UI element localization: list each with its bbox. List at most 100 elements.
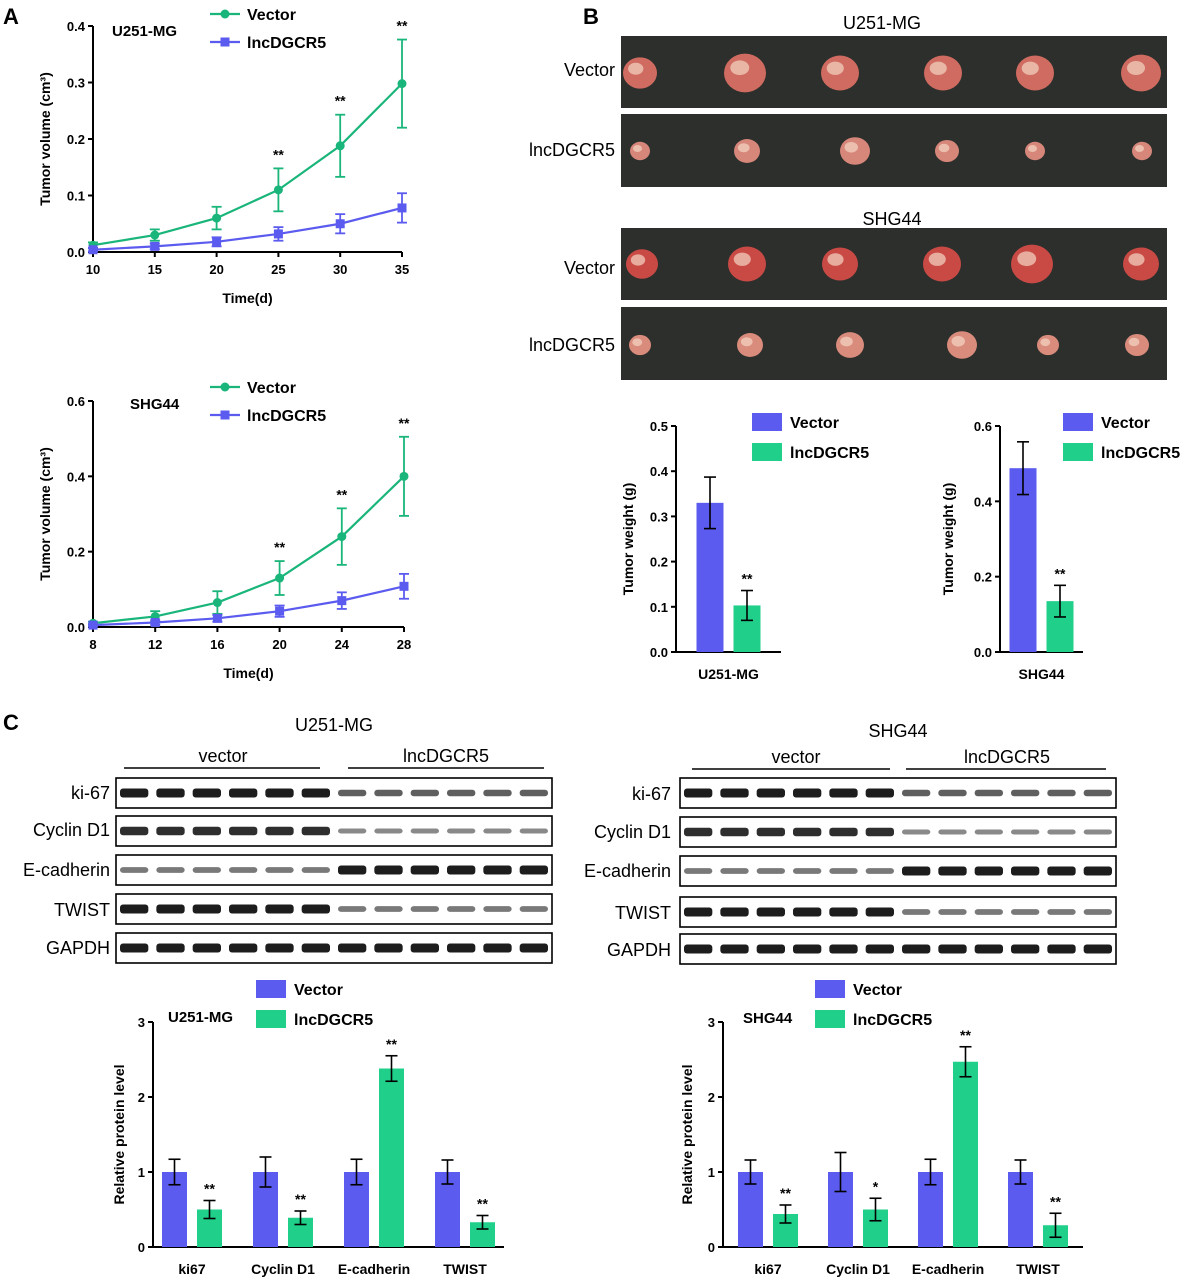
y-tick-label: 0 [138, 1240, 145, 1255]
blot-band [519, 828, 548, 834]
blot-row-label-shg44-1: Cyclin D1 [594, 822, 671, 842]
blot-band [865, 827, 894, 837]
blot-band [720, 907, 749, 917]
y-axis-label: Relative protein level [679, 1064, 695, 1204]
significance-mark: ** [399, 415, 410, 431]
significance-mark: ** [336, 486, 347, 502]
blot-band [265, 904, 294, 914]
blot-band [483, 943, 512, 953]
y-tick-label: 0 [708, 1240, 715, 1255]
x-tick-label: E-cadherin [912, 1261, 984, 1277]
series-line [92, 585, 405, 627]
data-point [88, 620, 98, 630]
data-point [212, 237, 222, 247]
x-tick-label: Cyclin D1 [251, 1261, 315, 1277]
y-tick-label: 0.4 [650, 464, 669, 479]
y-tick-label: 0.5 [650, 419, 668, 434]
blot-strip [115, 854, 553, 886]
blot-row-label-shg44-3: TWIST [615, 903, 671, 923]
y-tick-label: 0.4 [67, 469, 86, 484]
legend-label: lncDGCR5 [790, 445, 869, 462]
blot-band [338, 828, 367, 834]
blot-band [974, 944, 1003, 954]
blot-band [410, 943, 439, 953]
blot-band [338, 789, 367, 797]
significance-mark: ** [397, 18, 408, 34]
x-tick-label: 8 [89, 637, 96, 652]
blot-band [301, 788, 330, 798]
y-tick-label: 0.1 [650, 600, 668, 615]
x-tick-label: U251-MG [698, 666, 759, 682]
blot-band [974, 909, 1003, 915]
blot-band [756, 868, 785, 874]
blot-band [902, 909, 931, 915]
y-tick-label: 0.4 [974, 494, 993, 509]
blot-band [120, 788, 149, 798]
blot-strip [679, 816, 1117, 848]
blot-band [974, 829, 1003, 835]
bar [953, 1061, 978, 1247]
chart-title: U251-MG [168, 1009, 233, 1026]
y-tick-label: 0.1 [67, 189, 85, 204]
blot-band [229, 904, 258, 914]
blot-band [156, 867, 185, 873]
blot-band [265, 826, 294, 836]
tumor-highlight [1017, 251, 1037, 267]
blot-band [865, 868, 894, 874]
x-tick-label: ki67 [754, 1261, 781, 1277]
blot-band [410, 828, 439, 834]
blot-band [265, 943, 294, 953]
legend-label: Vector [247, 380, 296, 397]
blot-band [684, 944, 713, 954]
blot-band [1047, 866, 1076, 876]
tumor-highlight [1040, 338, 1051, 347]
blot-band [410, 906, 439, 912]
blot-band [192, 867, 221, 873]
legend-label: Vector [1101, 415, 1150, 432]
blot-band [192, 826, 221, 836]
blot-band [1047, 909, 1076, 915]
blot-band [938, 789, 967, 797]
blot-band [1011, 829, 1040, 835]
blot-band [1047, 789, 1076, 797]
blot-title-shg44: SHG44 [868, 721, 927, 741]
tumor-highlight [740, 337, 753, 347]
blot-band [1047, 944, 1076, 954]
significance-mark: ** [274, 539, 285, 555]
blot-strip [679, 777, 1117, 809]
y-tick-label: 2 [138, 1090, 145, 1105]
chart-shg44-tumor-volume: 0.0 0.2 0.4 0.6 8 12 16 20 24 28 Time(d) Tumor volu… [37, 380, 411, 681]
blot-band [519, 906, 548, 912]
blot-band [410, 865, 439, 875]
blot-band [120, 826, 149, 836]
legend-swatch [752, 413, 782, 431]
tumor-highlight [938, 143, 950, 153]
x-tick-label: SHG44 [1019, 666, 1065, 682]
blot-band [483, 865, 512, 875]
data-point [399, 581, 409, 591]
photo-title-shg44: SHG44 [862, 209, 921, 229]
x-tick-label: 16 [210, 637, 224, 652]
legend-label: lncDGCR5 [853, 1012, 932, 1029]
chart-u251-protein-level: 0 1 2 3 Relative protein level U251-MG ki67 Cyc… [111, 980, 504, 1277]
x-tick-label: TWIST [1016, 1261, 1060, 1277]
tumor-highlight [1128, 337, 1140, 347]
blot-band [865, 907, 894, 917]
blot-band [1083, 909, 1112, 915]
photo-strip-u251-vector [621, 36, 1167, 108]
y-axis-label: Tumor weight (g) [620, 483, 636, 596]
blot-band [120, 943, 149, 953]
blot-band [265, 867, 294, 873]
photo-row-label-shg44-vector: Vector [564, 258, 615, 278]
blot-strip [115, 777, 553, 809]
legend-label: Vector [853, 982, 902, 999]
blot-band [793, 868, 822, 874]
y-tick-label: 2 [708, 1090, 715, 1105]
x-tick-label: 20 [272, 637, 286, 652]
x-tick-label: 15 [148, 262, 162, 277]
blot-band [301, 904, 330, 914]
blot-band [720, 827, 749, 837]
y-tick-label: 0.0 [67, 245, 85, 260]
tumor-highlight [840, 336, 853, 347]
blot-group-shg44-vector: vector [771, 747, 820, 767]
